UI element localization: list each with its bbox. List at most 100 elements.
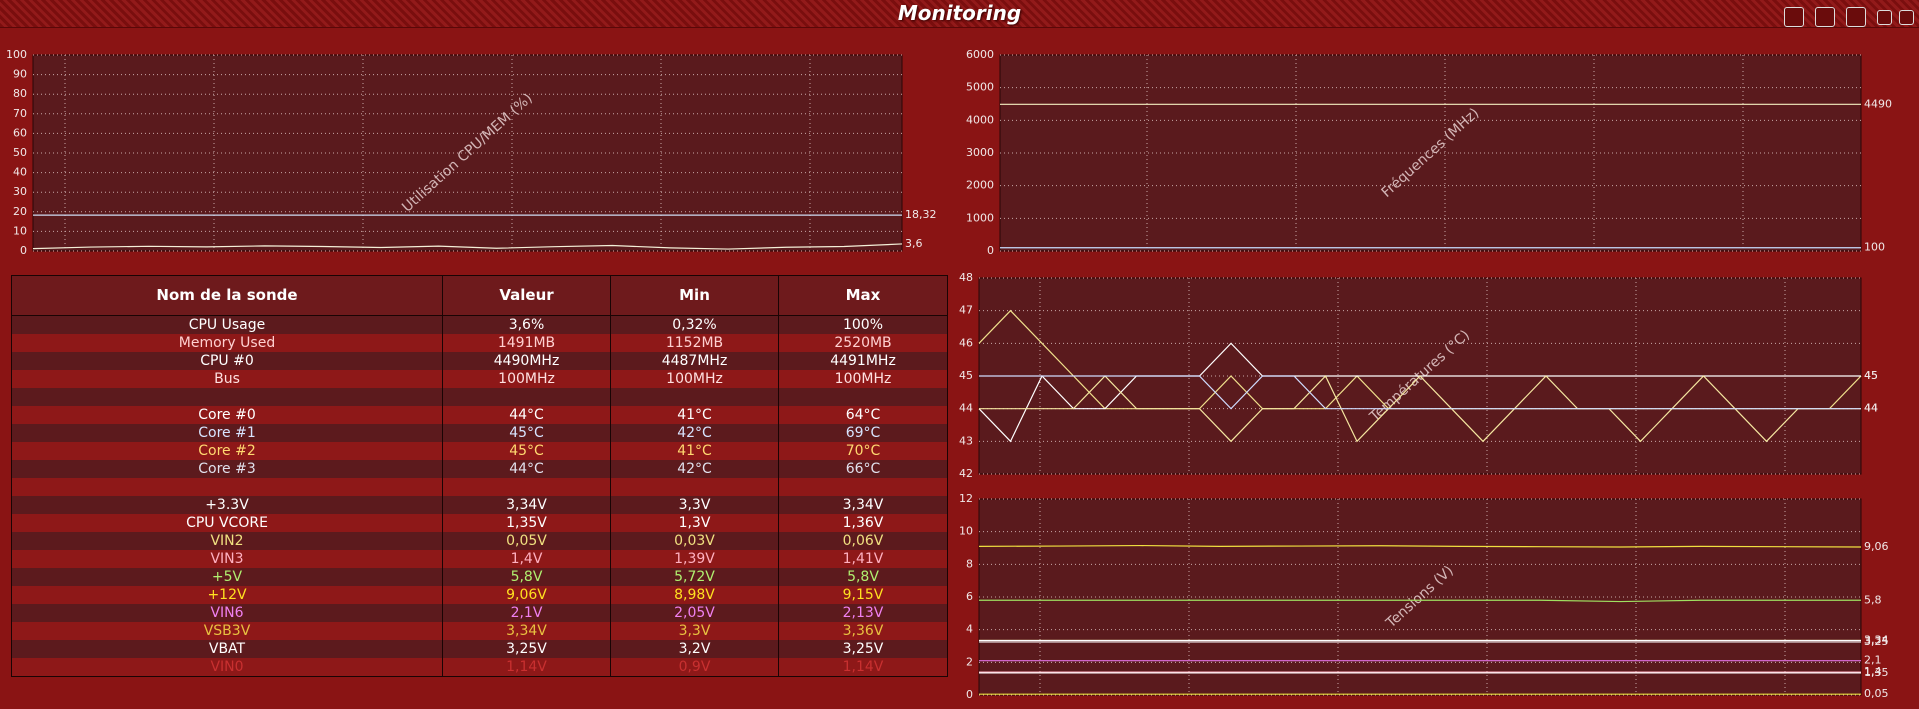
table-row: Core #2 45°C 41°C 70°C xyxy=(12,442,947,460)
end-value-label: 18,32 xyxy=(905,208,937,221)
minimize-button[interactable] xyxy=(1877,10,1892,25)
end-value-label: 100 xyxy=(1864,241,1885,254)
table-cell: 0,03V xyxy=(611,532,779,550)
table-row: Memory Used 1491MB 1152MB 2520MB xyxy=(12,334,947,352)
table-header: Nom de la sonde Valeur Min Max xyxy=(12,276,947,316)
table-row: Core #3 44°C 42°C 66°C xyxy=(12,460,947,478)
y-tick-label: 2 xyxy=(966,655,973,668)
table-cell: 2,1V xyxy=(443,604,611,622)
table-cell: 45°C xyxy=(443,442,611,460)
table-cell xyxy=(12,478,443,496)
table-cell: 0,9V xyxy=(611,658,779,676)
table-row: CPU VCORE 1,35V 1,3V 1,36V xyxy=(12,514,947,532)
table-cell: 2,13V xyxy=(842,605,884,621)
table-cell: Core #3 xyxy=(12,460,443,478)
table-cell: 4490MHz xyxy=(443,352,611,370)
y-tick-label: 0 xyxy=(966,688,973,701)
table-row: VSB3V 3,34V 3,3V 3,36V xyxy=(12,622,947,640)
move-button[interactable] xyxy=(1846,7,1866,27)
end-value-label: 2,1 xyxy=(1864,654,1882,667)
header-cell: Valeur xyxy=(443,276,611,315)
end-value-label: 9,06 xyxy=(1864,540,1889,553)
table-row: +3.3V 3,34V 3,3V 3,34V xyxy=(12,496,947,514)
table-cell: 2520MB xyxy=(834,335,892,351)
table-cell: 5,8V xyxy=(443,568,611,586)
header-cell: Nom de la sonde xyxy=(12,276,443,315)
close-button[interactable] xyxy=(1899,10,1914,25)
plot-area xyxy=(999,54,1862,252)
table-cell: 1152MB xyxy=(611,334,779,352)
table-row: VIN2 0,05V 0,03V 0,06V xyxy=(12,532,947,550)
table-cell: VIN0 xyxy=(12,658,443,676)
end-value-label: 44 xyxy=(1864,402,1878,415)
table-cell: VSB3V xyxy=(12,622,443,640)
chart-button[interactable] xyxy=(1784,7,1804,27)
table-cell: 1,41V xyxy=(842,551,884,567)
sensor-table: Nom de la sonde Valeur Min Max CPU Usage 3,6%… xyxy=(11,275,948,677)
y-tick-label: 3000 xyxy=(966,146,994,159)
table-row: Core #1 45°C 42°C 69°C xyxy=(12,424,947,442)
header-cell: Max xyxy=(845,286,881,304)
y-tick-label: 10 xyxy=(13,224,27,237)
table-cell: 3,2V xyxy=(611,640,779,658)
table-cell: Core #1 xyxy=(12,424,443,442)
table-cell: 3,34V xyxy=(443,496,611,514)
table-cell: 1,36V xyxy=(842,515,884,531)
end-value-label: 1,35 xyxy=(1864,666,1889,679)
end-value-label: 5,8 xyxy=(1864,593,1882,606)
table-cell xyxy=(443,478,611,496)
table-cell: CPU #0 xyxy=(12,352,443,370)
table-cell: +5V xyxy=(12,568,443,586)
table-cell: Core #0 xyxy=(12,406,443,424)
table-cell: 1,14V xyxy=(842,659,884,675)
table-cell: 70°C xyxy=(845,443,881,459)
y-tick-label: 2000 xyxy=(966,179,994,192)
series-line xyxy=(979,375,1861,410)
table-row: VIN0 1,14V 0,9V 1,14V xyxy=(12,658,947,676)
table-cell: 5,72V xyxy=(611,568,779,586)
table-row: +12V 9,06V 8,98V 9,15V xyxy=(12,586,947,604)
table-row: CPU Usage 3,6% 0,32% 100% xyxy=(12,316,947,334)
y-tick-label: 30 xyxy=(13,185,27,198)
y-tick-label: 45 xyxy=(959,369,973,382)
dock-button[interactable] xyxy=(1815,7,1835,27)
table-row: CPU #0 4490MHz 4487MHz 4491MHz xyxy=(12,352,947,370)
series-line xyxy=(979,599,1861,603)
y-tick-label: 4000 xyxy=(966,113,994,126)
table-cell: 4487MHz xyxy=(611,352,779,370)
table-cell: 100MHz xyxy=(834,371,892,387)
table-row: VBAT 3,25V 3,2V 3,25V xyxy=(12,640,947,658)
table-row: Bus 100MHz 100MHz 100MHz xyxy=(12,370,947,388)
table-row xyxy=(12,478,947,496)
y-tick-label: 4 xyxy=(966,623,973,636)
header-cell: Min xyxy=(611,276,779,315)
table-cell: 3,3V xyxy=(611,496,779,514)
table-cell: 9,06V xyxy=(443,586,611,604)
y-tick-label: 47 xyxy=(959,304,973,317)
end-value-label: 4490 xyxy=(1864,97,1892,110)
table-cell xyxy=(443,388,611,406)
table-cell: +3.3V xyxy=(12,496,443,514)
table-cell: 9,15V xyxy=(842,587,884,603)
y-tick-label: 6 xyxy=(966,590,973,603)
y-tick-label: 48 xyxy=(959,271,973,284)
table-cell: 100MHz xyxy=(611,370,779,388)
table-row: +5V 5,8V 5,72V 5,8V xyxy=(12,568,947,586)
series-line xyxy=(32,243,903,250)
table-cell xyxy=(779,388,947,406)
end-value-label: 45 xyxy=(1864,369,1878,382)
y-tick-label: 6000 xyxy=(966,48,994,61)
table-row: VIN3 1,4V 1,39V 1,41V xyxy=(12,550,947,568)
y-tick-label: 40 xyxy=(13,166,27,179)
table-cell: 5,8V xyxy=(847,569,879,585)
y-tick-label: 43 xyxy=(959,434,973,447)
table-cell: VIN3 xyxy=(12,550,443,568)
table-cell: 1491MB xyxy=(443,334,611,352)
table-cell: Memory Used xyxy=(12,334,443,352)
table-cell: 8,98V xyxy=(611,586,779,604)
table-cell: 1,3V xyxy=(611,514,779,532)
table-cell: 1,4V xyxy=(443,550,611,568)
table-row xyxy=(12,388,947,406)
y-tick-label: 80 xyxy=(13,87,27,100)
table-cell: 44°C xyxy=(443,460,611,478)
